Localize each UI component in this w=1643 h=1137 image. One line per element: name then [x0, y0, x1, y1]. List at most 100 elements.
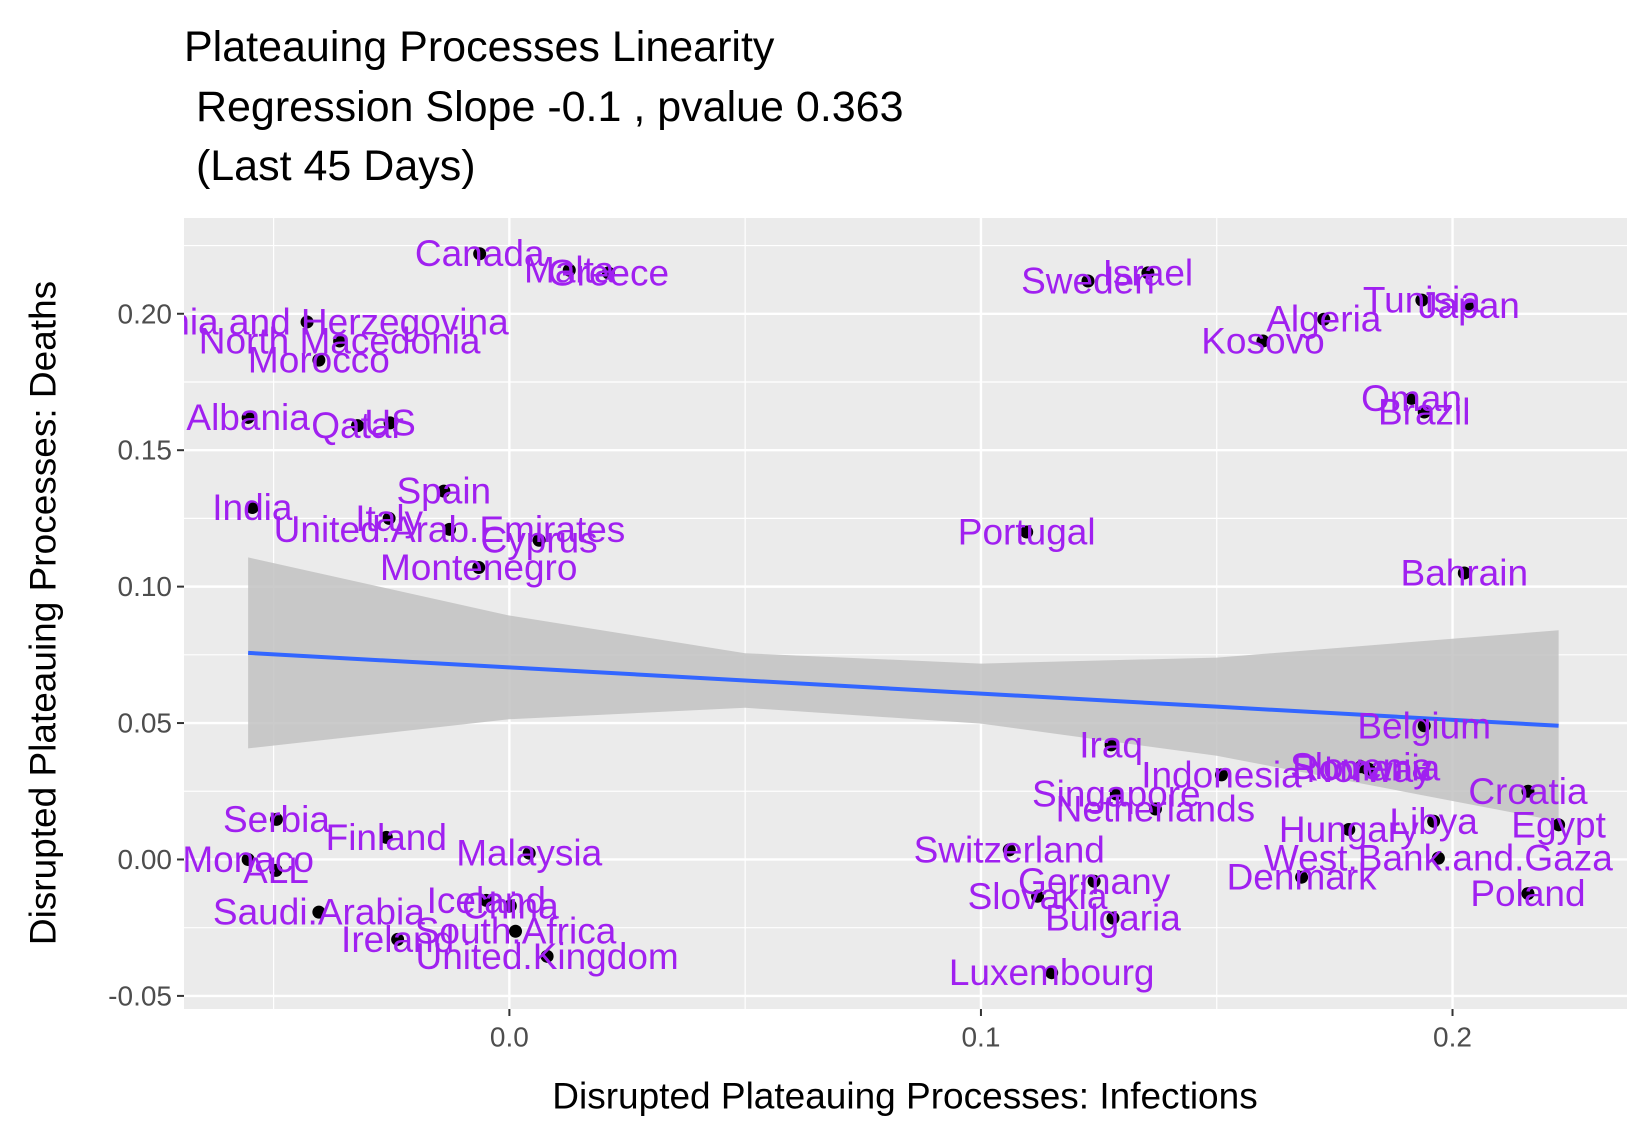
point-label: China [462, 885, 559, 926]
point-label: ALL [243, 850, 309, 891]
point [601, 266, 615, 280]
point-label: Tunisia [1363, 280, 1481, 321]
point [437, 484, 451, 498]
chart-subtitle: Regression Slope -0.1 , pvalue 0.363 [184, 83, 904, 131]
point-label: West.Bank.and.Gaza [1264, 838, 1613, 879]
point [509, 924, 523, 938]
point-label: United.Arab.Emirates [274, 509, 626, 550]
point-label: Iceland [427, 880, 546, 921]
point-label: Netherlands [1056, 788, 1256, 829]
point [1295, 870, 1309, 884]
x-tick-label: 0.2 [1433, 1022, 1472, 1053]
axes: -0.05 0.00 0.05 0.10 0.15 0.20 0.0 0.1 0.2 [108, 298, 1472, 1052]
point [300, 315, 314, 329]
point [245, 500, 259, 514]
point-label: North Macedonia [199, 321, 481, 362]
point-label: Slovakia [968, 876, 1108, 917]
point-label: Norway [1306, 749, 1432, 790]
x-tick-label: 0.1 [961, 1022, 1000, 1053]
y-tick-label: 0.15 [118, 435, 173, 466]
point-label: Italy [355, 498, 423, 539]
point [269, 812, 283, 826]
point [1081, 274, 1095, 288]
point-label: Singapore [1032, 773, 1201, 814]
point-label: Japan [1419, 285, 1520, 326]
point-label: Sweden [1021, 261, 1155, 302]
point-label: Greece [548, 252, 669, 293]
point [1104, 738, 1118, 752]
point [1417, 405, 1431, 419]
point [391, 932, 405, 946]
point-label: Montenegro [380, 547, 577, 588]
point-label: Kosovo [1201, 321, 1324, 362]
point [379, 830, 393, 844]
point-label: Spain [397, 471, 492, 512]
point [241, 410, 255, 424]
point [1521, 887, 1535, 901]
point [1359, 761, 1373, 775]
chart-title: Plateauing Processes Linearity [184, 23, 775, 71]
point-label: Ireland [341, 919, 454, 960]
point-label: Albania [186, 397, 310, 438]
point [479, 893, 493, 907]
point [312, 353, 326, 367]
point-label: Denmark [1227, 857, 1378, 898]
point [472, 561, 486, 575]
y-tick-label: 0.00 [118, 844, 173, 875]
point [1031, 889, 1045, 903]
point [1417, 719, 1431, 733]
point-label: Switzerland [914, 829, 1105, 870]
point [351, 419, 365, 433]
y-tick-label: -0.05 [108, 980, 172, 1011]
point-label: Brazil [1378, 391, 1471, 432]
point [532, 533, 546, 547]
point-label: Slovenia [1290, 746, 1432, 787]
x-axis-title: Disrupted Plateauing Processes: Infectio… [552, 1076, 1257, 1117]
point [1109, 787, 1123, 801]
point-label: Algeria [1266, 299, 1382, 340]
point [241, 852, 255, 866]
x-tick-label: 0.0 [490, 1022, 529, 1053]
point-label: Iraq [1079, 724, 1143, 765]
point [1317, 312, 1331, 326]
point [1521, 784, 1535, 798]
point-label: Libya [1389, 801, 1478, 842]
point [503, 899, 517, 913]
point [473, 247, 487, 261]
point-label: Bosnia and Herzegovina [106, 301, 510, 342]
point-label: United.Kingdom [415, 936, 678, 977]
point-label: Qatar [311, 405, 404, 446]
point [312, 905, 326, 919]
point-label: Israel [1103, 252, 1193, 293]
point-label: Malta [524, 250, 615, 291]
point-label: Bulgaria [1045, 898, 1181, 939]
point-label: Canada [415, 233, 545, 274]
y-tick-label: 0.10 [118, 571, 173, 602]
chart-subtitle: (Last 45 Days) [184, 142, 476, 190]
point [1087, 874, 1101, 888]
point-label: Malaysia [456, 833, 602, 874]
point [1427, 814, 1441, 828]
point [1404, 391, 1418, 405]
point [1020, 525, 1034, 539]
point [1431, 851, 1445, 865]
point [442, 522, 456, 536]
point-label: Saudi.Arabia [213, 892, 425, 933]
point [269, 863, 283, 877]
point [333, 334, 347, 348]
point [522, 846, 536, 860]
regression-line [248, 650, 1559, 728]
point-label: Bahrain [1401, 552, 1529, 593]
point-label: Croatia [1468, 771, 1588, 812]
y-tick-label: 0.05 [118, 708, 173, 739]
point [1552, 818, 1566, 832]
point-label: South.Africa [415, 911, 617, 952]
point [1045, 966, 1059, 980]
point [1462, 299, 1476, 313]
point-label: Belgium [1357, 705, 1491, 746]
point-label: Romania [1292, 748, 1440, 789]
point [1148, 802, 1162, 816]
point-label: Finland [326, 817, 447, 858]
point-label: Morocco [248, 340, 390, 381]
